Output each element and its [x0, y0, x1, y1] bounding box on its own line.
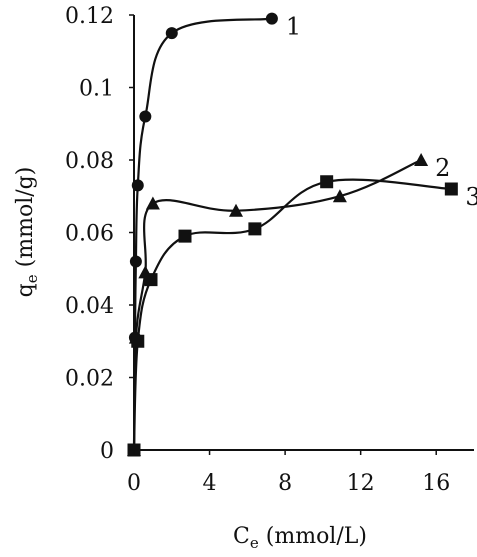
- x-axis-title-main: C: [233, 524, 250, 549]
- series-2-point: [229, 203, 243, 217]
- y-ticks: 0 0.02 0.04 0.06 0.08 0.1 0.12: [65, 4, 134, 464]
- y-tick-label: 0.04: [65, 294, 114, 319]
- series-3-point: [248, 222, 262, 236]
- series-1-point: [165, 27, 178, 40]
- series-1-point: [129, 255, 142, 268]
- x-tick-label: 8: [278, 471, 292, 496]
- series-2-label: 2: [435, 154, 450, 182]
- y-tick-label: 0.08: [65, 149, 114, 174]
- series-1-point: [139, 110, 152, 123]
- series-3-point: [320, 175, 334, 189]
- series-2-point: [332, 189, 347, 203]
- series-3-point: [178, 229, 192, 243]
- x-tick-label: 12: [347, 471, 375, 496]
- y-axis-title: qe (mmol/g): [13, 167, 41, 298]
- y-tick-label: 0.06: [65, 222, 114, 247]
- series-3-point: [444, 182, 458, 196]
- series-1-label: 1: [286, 13, 301, 41]
- y-tick-label: 0: [100, 439, 114, 464]
- series-2-point: [414, 153, 429, 166]
- x-tick-label: 16: [422, 471, 450, 496]
- series-3-curve: [132, 178, 452, 451]
- y-axis-title-subscript: e: [23, 274, 41, 283]
- x-tick-label: 4: [203, 471, 217, 496]
- y-tick-label: 0.12: [65, 4, 114, 29]
- y-tick-label: 0.02: [65, 367, 114, 392]
- y-axis-title-main: q: [13, 283, 38, 297]
- series-labels: 1 23: [286, 13, 477, 211]
- y-axis-title-rest: (mmol/g): [13, 167, 38, 275]
- series-2-point: [145, 196, 160, 210]
- x-axis-title: Ce (mmol/L): [233, 524, 367, 552]
- series-2-curve: [132, 158, 422, 451]
- series-3-point: [144, 273, 158, 287]
- x-tick-label: 0: [127, 471, 141, 496]
- x-ticks: 0 4 8 12 16: [127, 450, 450, 496]
- y-tick-label: 0.1: [79, 77, 114, 102]
- markers: [127, 12, 458, 457]
- series-1-point: [265, 12, 278, 25]
- x-axis-title-subscript: e: [250, 534, 259, 552]
- x-axis-title-rest: (mmol/L): [259, 524, 367, 549]
- series-3-label: 3: [465, 183, 477, 211]
